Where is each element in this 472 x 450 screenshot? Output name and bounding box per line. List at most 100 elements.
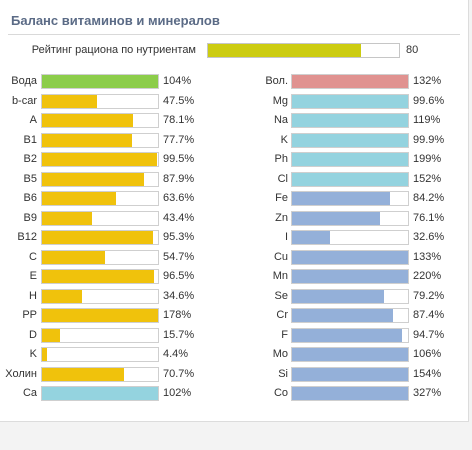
vitamin-bar-fill (42, 133, 133, 147)
rating-value: 80 (406, 44, 419, 56)
vitamin-bar (41, 269, 159, 284)
vitamin-percent: 15.7% (163, 328, 195, 341)
vitamin-bar (41, 308, 159, 323)
mineral-label: Mo (272, 348, 288, 360)
vitamin-percent: 47.5% (163, 94, 195, 107)
mineral-percent: 132% (413, 75, 442, 87)
vitamin-bar-fill (42, 231, 153, 244)
vitamin-bar (41, 74, 159, 89)
mineral-label: Si (278, 367, 288, 380)
mineral-bar-fill (292, 231, 330, 244)
mineral-bar (291, 386, 409, 401)
mineral-bar (291, 269, 409, 284)
mineral-bar-fill (292, 348, 408, 361)
vitamin-label: Вода (11, 75, 37, 87)
vitamin-label: C (29, 250, 37, 263)
mineral-label: Co (273, 387, 288, 399)
mineral-percent: 154% (413, 367, 442, 380)
mineral-percent: 220% (413, 270, 442, 282)
mineral-percent: 32.6% (413, 231, 445, 243)
vitamin-percent: 77.7% (163, 133, 195, 146)
mineral-label: Zn (275, 211, 288, 224)
vitamin-label: B1 (23, 133, 37, 146)
vitamin-percent: 63.6% (163, 192, 195, 204)
vitamin-bar (41, 327, 159, 343)
mineral-percent: 99.6% (413, 94, 445, 107)
mineral-label: Вол. (265, 75, 288, 87)
vitamin-label: E (29, 270, 37, 282)
vitamin-bar-fill (42, 309, 158, 322)
mineral-bar-fill (292, 172, 408, 186)
vitamin-label: B12 (17, 231, 37, 243)
vitamin-bar (41, 288, 159, 304)
mineral-bar-fill (292, 250, 408, 264)
vitamin-label: K (29, 348, 37, 360)
mineral-bar (291, 366, 409, 382)
vitamin-label: B6 (23, 192, 37, 204)
mineral-bar (291, 288, 409, 304)
rating-bar-fill (208, 44, 361, 57)
mineral-label: I (284, 231, 288, 243)
mineral-bar-fill (292, 211, 381, 225)
mineral-percent: 84.2% (413, 192, 445, 204)
mineral-label: Na (273, 114, 288, 126)
mineral-label: Mn (272, 270, 288, 282)
vitamin-label: B5 (23, 172, 37, 185)
mineral-bar (291, 210, 409, 226)
vitamin-bar-fill (42, 192, 116, 205)
nutrient-balance-panel: Баланс витаминов и минералов Рейтинг рац… (0, 0, 469, 422)
mineral-bar-fill (292, 94, 408, 108)
vitamin-label: H (29, 289, 37, 302)
vitamin-bar-fill (42, 114, 133, 127)
vitamin-percent: 34.6% (163, 289, 195, 302)
mineral-bar-fill (292, 75, 408, 88)
mineral-bar (291, 152, 409, 167)
mineral-bar (291, 327, 409, 343)
vitamin-percent: 96.5% (163, 270, 195, 282)
mineral-label: Fe (275, 192, 288, 204)
vitamin-label: PP (22, 309, 37, 321)
vitamin-bar (41, 93, 159, 109)
mineral-label: Cl (277, 172, 288, 185)
mineral-bar-fill (292, 133, 408, 147)
rating-label: Рейтинг рациона по нутриентам (31, 44, 196, 56)
title-divider (8, 34, 460, 35)
vitamin-bar-fill (42, 270, 154, 283)
vitamin-bar-fill (42, 328, 61, 342)
mineral-bar (291, 249, 409, 265)
mineral-bar-fill (292, 192, 390, 205)
mineral-bar-fill (292, 270, 408, 283)
mineral-bar (291, 171, 409, 187)
mineral-percent: 76.1% (413, 211, 445, 224)
vitamin-bar-fill (42, 153, 158, 166)
vitamin-bar-fill (42, 94, 98, 108)
mineral-percent: 106% (413, 348, 442, 360)
mineral-label: Cu (273, 250, 288, 263)
vitamin-bar (41, 132, 159, 148)
mineral-percent: 327% (413, 387, 442, 399)
vitamin-percent: 102% (163, 387, 192, 399)
mineral-label: Mg (272, 94, 288, 107)
vitamin-percent: 99.5% (163, 153, 195, 165)
vitamin-bar-fill (42, 75, 158, 88)
mineral-percent: 199% (413, 153, 442, 165)
vitamin-percent: 78.1% (163, 114, 195, 126)
vitamin-percent: 87.9% (163, 172, 195, 185)
vitamin-label: b-car (11, 94, 37, 107)
vitamin-percent: 70.7% (163, 367, 195, 380)
vitamin-label: Ca (22, 387, 37, 399)
mineral-bar (291, 347, 409, 362)
mineral-bar-fill (292, 309, 394, 322)
vitamin-bar (41, 152, 159, 167)
mineral-percent: 79.2% (413, 289, 445, 302)
vitamin-label: D (29, 328, 37, 341)
vitamin-bar (41, 191, 159, 206)
mineral-bar-fill (292, 114, 408, 127)
mineral-bar (291, 113, 409, 128)
panel-title: Баланс витаминов и минералов (11, 13, 220, 28)
vitamin-percent: 104% (163, 75, 192, 87)
vitamin-bar (41, 386, 159, 401)
mineral-bar (291, 74, 409, 89)
vitamin-bar (41, 366, 159, 382)
mineral-bar-fill (292, 328, 402, 342)
